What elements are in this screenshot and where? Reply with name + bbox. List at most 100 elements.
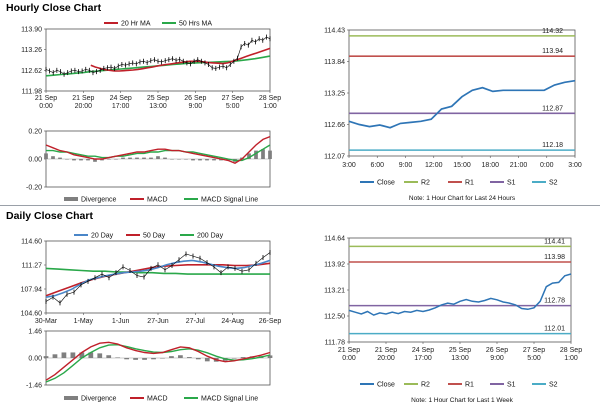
- hourly-price-y-tick: 111.98: [22, 89, 42, 96]
- hourly-levels-frame: [348, 29, 576, 157]
- hourly-divergence-bar: [58, 157, 62, 159]
- hourly-legend-macd: MACD: [147, 197, 168, 204]
- hourly-divergence-bar: [79, 159, 83, 161]
- daily-divergence-bar: [106, 355, 112, 358]
- hourly-divergence-bar: [177, 159, 181, 160]
- hourly-macd-y-tick: 0.00: [28, 157, 42, 164]
- hourly-levels-x-tick: 6:00: [370, 162, 384, 169]
- hourly-price-x-tick: 26 Sep 9:00: [184, 95, 206, 110]
- daily-level-r2-label: 114.41: [544, 238, 565, 245]
- hourly-divergence-bar: [254, 150, 258, 159]
- daily-macd-line: [45, 341, 271, 381]
- daily-levels-legend-r1: R1: [465, 382, 474, 389]
- hourly-divergence-bar: [268, 150, 272, 159]
- hourly-divergence-bar: [184, 159, 188, 160]
- daily-divergence-bar: [88, 352, 94, 358]
- hourly-levels-y-tick: 113.84: [324, 59, 345, 66]
- section-divider: [0, 205, 600, 206]
- daily-divergence-bar: [115, 357, 121, 358]
- daily-divergence-bar: [79, 352, 85, 358]
- daily-legend-200day: 200 Day: [197, 233, 224, 240]
- hourly-price-x-tick: 27 Sep 5:00: [222, 95, 244, 110]
- daily-levels-x-tick: 26 Sep 9:00: [486, 347, 508, 362]
- daily-close-line-right: [348, 273, 572, 316]
- daily-price-y-tick: 107.94: [21, 287, 43, 294]
- daily-legend-macd: MACD: [147, 396, 168, 403]
- daily-divergence-bar: [52, 354, 58, 358]
- daily-price-x-tick: 30-Mar: [35, 318, 58, 325]
- hourly-level-s1-label: 112.87: [542, 105, 563, 112]
- hourly-divergence-bar: [135, 157, 139, 159]
- hourly-levels-legend-r1: R1: [465, 180, 474, 187]
- hourly-price-x-tick: 21 Sep 0:00: [35, 95, 57, 110]
- hourly-divergence-bar: [198, 159, 202, 161]
- daily-levels-y-tick: 112.50: [324, 314, 345, 321]
- hourly-legend-20hr-ma: 20 Hr MA: [121, 21, 151, 28]
- daily-divergence-bar: [204, 358, 210, 362]
- daily-levels-x-tick: 21 Sep 20:00: [375, 347, 397, 362]
- daily-price-x-tick: 27-Jun: [147, 318, 169, 325]
- daily-divergence-bar: [70, 352, 76, 358]
- hourly-divergence-bar: [261, 149, 265, 159]
- hourly-section-title: Hourly Close Chart: [6, 2, 102, 14]
- hourly-divergence-bar: [205, 159, 209, 161]
- hourly-divergence-bar: [107, 159, 111, 160]
- hourly-levels-x-tick: 12:00: [425, 162, 443, 169]
- daily-levels-y-tick: 114.64: [324, 236, 345, 243]
- hourly-divergence-bar: [163, 157, 167, 159]
- hourly-price-y-tick: 112.62: [21, 68, 42, 75]
- hourly-levels-x-tick: 15:00: [453, 162, 471, 169]
- daily-price-x-tick: 27-Jul: [186, 318, 206, 325]
- hourly-levels-legend-r2: R2: [421, 180, 430, 187]
- hourly-divergence-bar: [93, 159, 97, 162]
- hourly-macd-line: [45, 135, 271, 164]
- daily-levels-legend-close: Close: [377, 382, 395, 389]
- daily-price-x-tick: 1-May: [74, 318, 94, 325]
- daily-levels-legend-s1: S1: [507, 382, 516, 389]
- hourly-levels-legend-close: Close: [377, 180, 395, 187]
- daily-divergence-bar: [267, 355, 273, 358]
- hourly-legend-50hr-ma: 50 Hrs MA: [179, 21, 212, 28]
- daily-macd-y-tick: 1.46: [28, 329, 42, 336]
- hourly-level-r1-label: 113.94: [542, 48, 563, 55]
- daily-price-x-tick: 24-Aug: [221, 318, 244, 325]
- daily-level-s1-label: 112.78: [544, 298, 565, 305]
- daily-price-y-tick: 114.60: [21, 239, 42, 246]
- daily-divergence-bar: [61, 352, 67, 358]
- hourly-divergence-bar: [86, 159, 90, 161]
- hourly-divergence-bar: [170, 159, 174, 160]
- daily-price-frame: [45, 240, 271, 314]
- hourly-level-s2-label: 112.18: [542, 142, 563, 149]
- hourly-macd-y-tick: 0.20: [28, 129, 42, 136]
- daily-200day-ma-line: [45, 267, 270, 275]
- hourly-legend-divergence-swatch: [64, 197, 78, 201]
- hourly-price-x-tick: 24 Sep 17:00: [110, 95, 132, 110]
- hourly-divergence-bar: [114, 159, 118, 160]
- hourly-divergence-bar: [142, 157, 146, 159]
- daily-legend-50day: 50 Day: [143, 233, 166, 240]
- hourly-levels-legend-s2: S2: [549, 180, 558, 187]
- hourly-divergence-bar: [191, 159, 195, 161]
- daily-levels-legend-r2: R2: [421, 382, 430, 389]
- hourly-divergence-bar: [156, 156, 160, 159]
- daily-price-x-tick: 26-Sep: [259, 318, 282, 325]
- daily-divergence-bar: [151, 358, 156, 360]
- hourly-divergence-bar: [44, 153, 48, 159]
- daily-divergence-bar: [240, 357, 246, 358]
- daily-levels-x-tick: 28 Sep 1:00: [560, 347, 582, 362]
- hourly-levels-note: Note: 1 Hour Chart for Last 24 Hours: [409, 195, 516, 202]
- hourly-divergence-bar: [72, 159, 76, 161]
- daily-levels-y-tick: 113.92: [324, 262, 345, 269]
- daily-levels-frame: [348, 237, 572, 343]
- daily-legend-signal: MACD Signal Line: [201, 396, 258, 403]
- hourly-price-x-tick: 25 Sep 13:00: [147, 95, 169, 110]
- hourly-macd-y-tick: -0.20: [26, 185, 42, 192]
- daily-price-x-tick: 1-Jun: [112, 318, 130, 325]
- daily-levels-y-tick: 113.21: [324, 288, 345, 295]
- hourly-levels-x-tick: 18:00: [481, 162, 499, 169]
- hourly-levels-y-tick: 113.25: [324, 91, 345, 98]
- daily-divergence-bar: [43, 356, 49, 358]
- daily-divergence-bar: [142, 358, 147, 360]
- daily-levels-x-tick: 25 Sep 13:00: [449, 347, 471, 362]
- hourly-price-y-tick: 113.90: [21, 27, 42, 34]
